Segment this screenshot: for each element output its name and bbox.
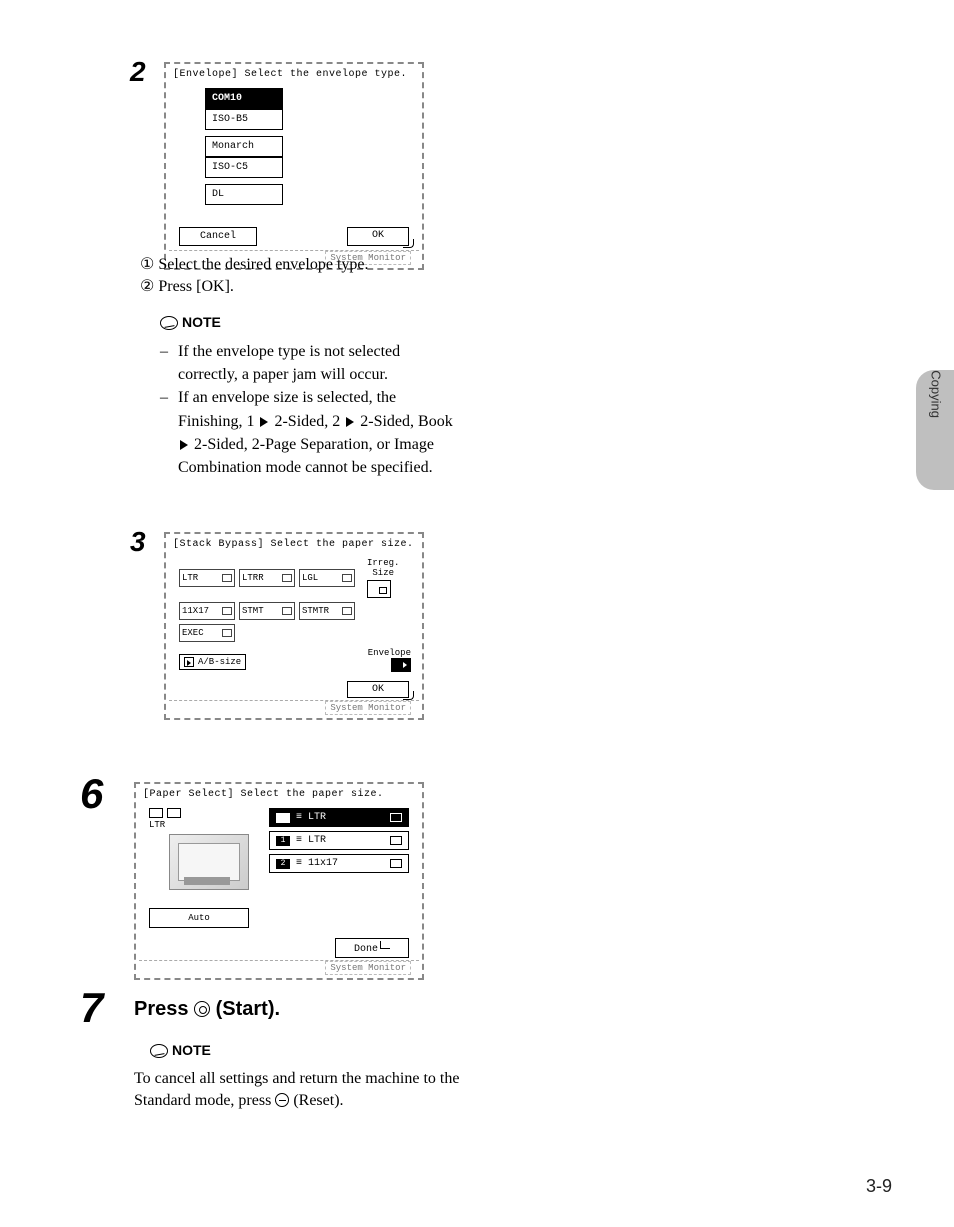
note-icon [150, 1044, 168, 1058]
env-com10-button[interactable]: COM10 [205, 88, 283, 109]
envelope-screen: [Envelope] Select the envelope type. COM… [164, 62, 424, 270]
side-tab-label: Copying [929, 370, 944, 418]
step2-note2: If an envelope size is selected, the Fin… [178, 386, 460, 479]
envelope-grid: COM10 ISO-B5 Monarch ISO-C5 DL [169, 82, 419, 213]
ps-ltr-label: LTR [149, 820, 269, 830]
env-ok-button[interactable]: OK [347, 227, 409, 246]
env-dl-button[interactable]: DL [205, 184, 283, 205]
step-2-number: 2 [130, 56, 146, 88]
start-icon [194, 1001, 210, 1017]
sb-sysmon[interactable]: System Monitor [325, 701, 411, 715]
ab-size-button[interactable]: A/B-size [179, 654, 246, 670]
note-icon [160, 316, 178, 330]
size-11x17-button[interactable]: 11X17 [179, 602, 235, 620]
step-7-number: 7 [80, 984, 103, 1032]
step2-note-list: – If the envelope type is not selected c… [160, 340, 460, 479]
page: Copying 2 [Envelope] Select the envelope… [0, 0, 954, 1227]
done-button[interactable]: Done [335, 938, 409, 958]
step-3-number: 3 [130, 526, 146, 558]
source-row-2[interactable]: 1≡LTR [269, 831, 409, 850]
size-stmtr-button[interactable]: STMTR [299, 602, 355, 620]
sb-screen-title: [Stack Bypass] Select the paper size. [169, 537, 419, 552]
env-isoc5-button[interactable]: ISO-C5 [205, 157, 283, 178]
triangle-icon [346, 417, 354, 427]
step7-heading: Press (Start). [134, 998, 280, 1021]
env-isob5-button[interactable]: ISO-B5 [205, 109, 283, 130]
stackbypass-screen: [Stack Bypass] Select the paper size. LT… [164, 532, 424, 720]
env-cancel-button[interactable]: Cancel [179, 227, 257, 246]
size-stmt-button[interactable]: STMT [239, 602, 295, 620]
tray-illustration [169, 834, 249, 890]
envelope-nav[interactable]: Envelope [368, 648, 411, 675]
source-row-3[interactable]: 2≡11x17 [269, 854, 409, 873]
env-monarch-button[interactable]: Monarch [205, 136, 283, 157]
ps-sysmon[interactable]: System Monitor [325, 961, 411, 975]
source-row-1[interactable]: ≡LTR [269, 808, 409, 827]
ps-left-label [149, 808, 269, 818]
page-number: 3-9 [866, 1176, 892, 1197]
step-6-number: 6 [80, 770, 103, 818]
size-ltr-button[interactable]: LTR [179, 569, 235, 587]
size-lgl-button[interactable]: LGL [299, 569, 355, 587]
step2-note1: If the envelope type is not selected cor… [178, 340, 460, 386]
step2-instructions: ① Select the desired envelope type. ② Pr… [140, 254, 450, 299]
auto-button[interactable]: Auto [149, 908, 249, 928]
step7-note-text: To cancel all settings and return the ma… [134, 1068, 474, 1113]
sb-ok-button[interactable]: OK [347, 681, 409, 698]
step2-note-heading: NOTE [160, 314, 221, 330]
size-exec-button[interactable]: EXEC [179, 624, 235, 642]
size-ltrr-button[interactable]: LTRR [239, 569, 295, 587]
step2-line1: ① Select the desired envelope type. [140, 254, 450, 276]
irreg-size[interactable]: Irreg. Size [367, 558, 399, 598]
triangle-icon [260, 417, 268, 427]
reset-icon [275, 1093, 289, 1107]
triangle-icon [180, 440, 188, 450]
paperselect-screen: [Paper Select] Select the paper size. LT… [134, 782, 424, 980]
ps-screen-title: [Paper Select] Select the paper size. [139, 787, 419, 802]
step7-note-heading: NOTE [150, 1042, 211, 1058]
step2-line2: ② Press [OK]. [140, 276, 450, 298]
envelope-screen-title: [Envelope] Select the envelope type. [169, 67, 419, 82]
